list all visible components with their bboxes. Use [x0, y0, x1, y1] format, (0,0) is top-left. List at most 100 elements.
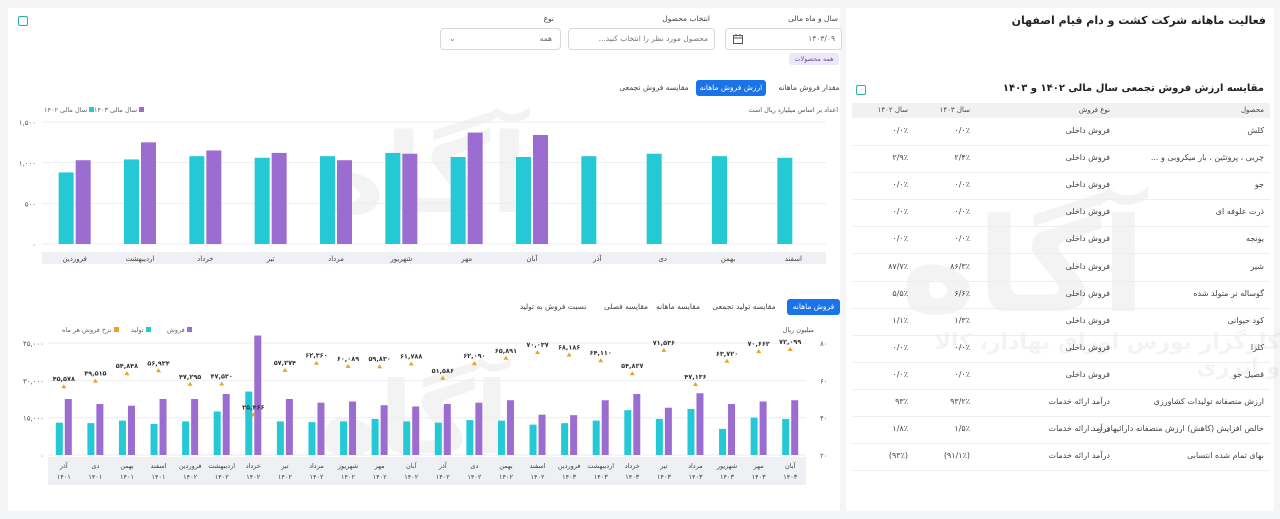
x-tick-label: دی — [658, 255, 667, 263]
cell-sale-type: فروش داخلی — [1065, 180, 1110, 190]
y-tick-label: ۴۵,۰۰۰ — [23, 340, 44, 348]
rate-marker — [756, 349, 762, 354]
cell-sale-type: فروش داخلی — [1065, 288, 1110, 298]
cell-sale-type: فروش داخلی — [1065, 126, 1110, 135]
cell-product: کود حیوانی — [1227, 315, 1264, 325]
export-icon[interactable] — [18, 16, 28, 26]
x-tick-label: اسفند — [785, 255, 802, 263]
tab-monthly-comparison[interactable]: مقایسه ماهانه — [656, 302, 700, 311]
product-select[interactable]: محصول مورد نظر را انتخاب کنید... — [568, 28, 715, 50]
bar-sales — [633, 394, 641, 455]
x-tick-label: اردیبهشت — [126, 255, 155, 263]
cell-product: کلش — [1247, 126, 1264, 135]
bar-sales — [791, 400, 799, 455]
bar-sales — [759, 401, 767, 455]
bar-sales — [254, 335, 262, 455]
rate-marker — [313, 360, 319, 365]
rate-label: ۶۲,۳۶۰ — [305, 352, 327, 360]
cell-year-1402: ۰/۰٪ — [892, 180, 908, 190]
bar-1402 — [124, 159, 139, 244]
tab-cumulative-sales[interactable]: مقایسه فروش تجمعی — [619, 83, 689, 92]
legend-production: تولید — [131, 326, 151, 334]
x-tick-year: ۱۴۰۲ — [467, 473, 481, 481]
bar-sales — [159, 399, 167, 455]
x-tick-year: ۱۴۰۳ — [657, 473, 671, 481]
x-tick-month: فروردین — [179, 462, 202, 470]
tab-monthly-sales[interactable]: فروش ماهانه — [787, 299, 840, 315]
x-tick-year: ۱۴۰۲ — [373, 473, 387, 481]
legend-sales: فروش — [167, 326, 192, 334]
tab-seasonal-comparison[interactable]: مقایسه فصلی — [603, 302, 649, 311]
table-row: بهای تمام شده انتسابی درآمد ارائه خدمات (۹… — [852, 443, 1270, 472]
bar-1403 — [141, 142, 156, 244]
x-tick-month: شهریور — [337, 462, 358, 470]
x-tick-label: آذر — [592, 254, 602, 263]
rate-label: ۶۴,۱۱۰ — [590, 349, 612, 357]
bar-sales — [285, 399, 293, 455]
rate-label: ۵۶,۹۳۴ — [147, 359, 169, 367]
table-row: شیر فروش داخلی ۸۶/۳٪ ۸۷/۷٪ — [852, 254, 1270, 282]
all-products-chip[interactable]: همه محصولات — [789, 53, 839, 65]
bar-production — [561, 423, 569, 455]
bar-production — [719, 428, 727, 455]
x-tick-label: بهمن — [721, 255, 736, 263]
type-select[interactable]: همه ⌄ — [440, 28, 561, 50]
cell-year-1402: ۲/۹٪ — [892, 153, 908, 163]
cell-year-1403: ۰/۰٪ — [954, 342, 970, 352]
cell-year-1402: ۱/۱٪ — [892, 315, 908, 325]
header-year-1402: سال ۱۴۰۲ — [877, 106, 908, 114]
y-tick-label: ۱,۵۰۰ — [19, 119, 36, 127]
x-tick-year: ۱۴۰۱ — [152, 473, 166, 481]
bar-1402 — [254, 157, 270, 244]
y-tick-label: ۵۰۰ — [25, 200, 36, 208]
table-row: ذرت علوفه ای فروش داخلی ۰/۰٪ ۰/۰٪ — [852, 199, 1270, 228]
cell-year-1403: ۰/۰٪ — [954, 207, 970, 217]
cell-year-1402: ۰/۰٪ — [892, 207, 908, 217]
y-right-tick-label: ۲۰ — [820, 452, 828, 460]
x-tick-year: ۱۴۰۳ — [783, 473, 797, 481]
x-tick-month: دی — [91, 462, 99, 470]
cell-year-1402: ۰/۰٪ — [892, 234, 908, 244]
x-tick-month: تیر — [280, 462, 289, 470]
table-row: کلش فروش داخلی ۰/۰٪ ۰/۰٪ — [852, 118, 1270, 146]
tab-sales-production-ratio[interactable]: نسبت فروش به تولید — [519, 302, 587, 311]
legend-swatch — [145, 327, 151, 332]
bar-sales — [380, 405, 388, 455]
x-tick-year: ۱۴۰۱ — [57, 473, 71, 481]
bar-production — [150, 423, 158, 455]
year-month-label: سال و ماه مالی — [788, 14, 838, 23]
cell-sale-type: درآمد ارائه خدمات — [1048, 451, 1110, 461]
header-product: محصول — [1240, 106, 1264, 114]
rate-label: ۵۹,۸۳۰ — [368, 355, 390, 363]
cell-sale-type: فروش داخلی — [1065, 234, 1110, 244]
x-tick-year: ۱۴۰۳ — [625, 473, 639, 481]
chart-note: اعداد بر اساس میلیارد ریال است — [748, 106, 838, 114]
table-row: کود حیوانی فروش داخلی ۱/۳٪ ۱/۱٪ — [852, 308, 1270, 336]
page-title: فعالیت ماهانه شرکت کشت و دام قیام اصفهان — [1011, 14, 1266, 27]
rate-marker — [440, 375, 446, 380]
year-month-input[interactable]: ۱۴۰۳/۰۹ — [725, 28, 842, 50]
bar-sales — [222, 394, 230, 455]
legend-1403: سال مالی ۱۴۰۳ — [94, 106, 145, 114]
bar-production — [782, 418, 790, 455]
y-tick-label: ۱۵,۰۰۰ — [23, 415, 44, 423]
rate-label: ۵۱,۵۸۶ — [432, 367, 454, 375]
bar-sales — [696, 393, 704, 455]
cell-product: قصیل جو — [1233, 369, 1264, 379]
tab-monthly-value[interactable]: ارزش فروش ماهانه — [696, 80, 766, 96]
x-tick-month: خرداد — [246, 462, 261, 470]
unit-label: میلیون ریال — [782, 326, 814, 334]
export-icon[interactable] — [856, 85, 866, 95]
cell-year-1402: ۱/۸٪ — [892, 424, 908, 434]
rate-label: ۴۹,۵۱۵ — [84, 370, 106, 378]
legend-swatch — [139, 107, 145, 112]
tab-cumulative-production[interactable]: مقایسه تولید تجمعی — [712, 302, 776, 311]
x-tick-month: بهمن — [120, 462, 134, 470]
cell-sale-type: فروش داخلی — [1065, 369, 1110, 379]
tab-monthly-quantity[interactable]: مقدار فروش ماهانه — [778, 83, 840, 92]
x-tick-year: ۱۴۰۱ — [88, 473, 102, 481]
x-tick-month: مرداد — [688, 462, 703, 470]
year-month-value: ۱۴۰۳/۰۹ — [808, 34, 835, 43]
bar-sales — [64, 399, 72, 455]
bar-sales — [443, 403, 451, 455]
